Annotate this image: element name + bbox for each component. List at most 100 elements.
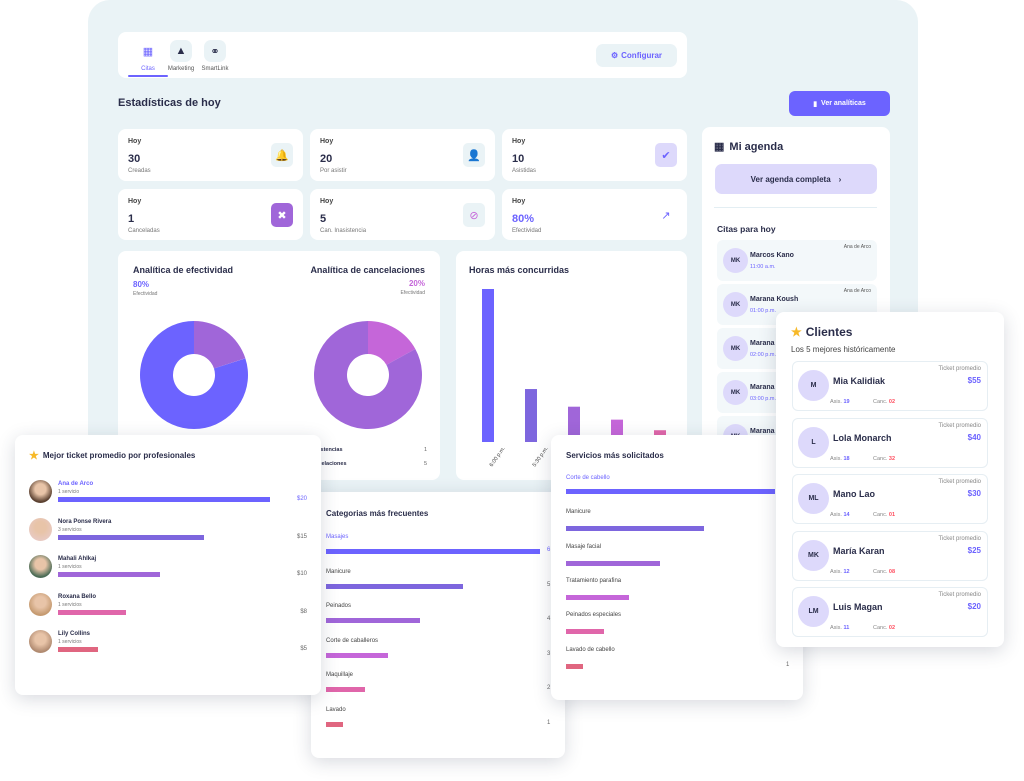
appointment-time: 11:00 a.m. [750, 264, 776, 270]
hour-bar [482, 289, 494, 442]
category-name: Peinados [326, 603, 352, 609]
legend-value: 5 [424, 461, 428, 467]
client-name: Mano Lao [833, 489, 875, 499]
appointment-professional: Ana de Arco [843, 244, 871, 250]
appointment-professional: Ana de Arco [843, 288, 871, 294]
star-icon: ★ [791, 325, 802, 339]
bell-icon: 🔔 [271, 143, 293, 167]
attendance-count: 18 [843, 455, 850, 462]
stat-card: Hoy 20 Por asistir 👤 [310, 129, 495, 181]
professional-services: 1 servicios [58, 564, 82, 570]
ticket-label: Ticket promedio [938, 366, 981, 372]
view-analytics-button[interactable]: ▮ Ver analíticas [789, 91, 890, 116]
stat-period: Hoy [512, 138, 526, 145]
hour-label: 5:30 p.m. [532, 446, 550, 469]
calendar-check-icon: ✔ [655, 143, 677, 167]
attendance-label: Asis. [830, 399, 842, 405]
client-card[interactable]: MK María Karan Ticket promedio $25 Asis.… [792, 530, 988, 581]
view-full-agenda-label: Ver agenda completa [750, 174, 831, 184]
client-card[interactable]: LM Luis Magan Ticket promedio $20 Asis. … [792, 587, 988, 637]
rocket-icon: ▲ [170, 40, 192, 62]
calendar-icon: ▦ [142, 45, 154, 58]
ticket-label: Ticket promedio [938, 535, 981, 542]
category-bar [326, 721, 344, 727]
professional-avatar [29, 517, 52, 541]
configure-label: Configurar [621, 51, 663, 60]
stat-card: Hoy 1 Canceladas ✖ [118, 189, 303, 240]
agenda-title: Mi agenda [729, 140, 784, 153]
cancel-count: 01 [888, 512, 896, 518]
categories-card: Categorias más frecuentes Masajes 6 Mani… [311, 492, 565, 758]
agenda-section-title: Citas para hoy [717, 224, 776, 234]
cancel-count: 02 [888, 625, 896, 631]
category-value: 3 [547, 650, 551, 657]
tab-citas[interactable]: ▦ Citas [128, 40, 168, 77]
effectiveness-value: 80% [133, 280, 150, 289]
professional-services: 1 servicio [58, 489, 80, 495]
client-ticket: $25 [967, 545, 981, 555]
donut-slice [194, 321, 246, 369]
donut-slice [314, 321, 422, 429]
services-card: Servicios más solicitados Corte de cabel… [551, 435, 803, 700]
professional-avatar [29, 592, 52, 616]
busy-hours-title: Horas más concurridas [469, 265, 570, 275]
gear-icon: ⚙ [610, 51, 619, 60]
trend-icon: ↗ [661, 209, 671, 222]
cancel-count: 02 [888, 399, 896, 405]
client-card[interactable]: L Lola Monarch Ticket promedio $40 Asis.… [792, 417, 988, 468]
configure-button[interactable]: ⚙ Configurar [596, 44, 677, 67]
top-nav: ▦ Citas ▲ Marketing ⚭ SmartLink ⚙ Configurar [118, 32, 687, 78]
ticket-bar [58, 534, 205, 540]
stat-label: Creadas [128, 168, 151, 174]
appointment-name: Marana Koush [750, 384, 799, 391]
stat-card: Hoy 30 Creadas 🔔 [118, 129, 303, 181]
ticket-label: Ticket promedio [938, 422, 981, 429]
tab-smartlink[interactable]: ⚭ SmartLink [195, 40, 235, 72]
service-value: 1 [786, 661, 790, 668]
service-name: Corte de cabello [566, 475, 610, 481]
effectiveness-label: Efectividad [133, 291, 158, 297]
client-name: María Karan [833, 545, 885, 556]
service-name: Tratamiento parafina [566, 577, 622, 584]
service-name: Masaje facial [566, 543, 602, 550]
best-ticket-card: ★ Mejor ticket promedio por profesionales… [15, 435, 321, 695]
ticket-bar [58, 497, 270, 502]
categories-title: Categorias más frecuentes [326, 509, 429, 518]
service-bar [566, 526, 704, 532]
professional-avatar [29, 555, 52, 578]
ticket-bar [58, 609, 126, 615]
donut-charts [140, 321, 422, 429]
tab-label: Citas [141, 66, 155, 72]
hour-label: 6:00 p.m. [489, 446, 507, 469]
professional-services: 1 servicios [58, 639, 82, 645]
category-value: 6 [547, 547, 551, 553]
category-value: 2 [547, 685, 551, 691]
client-name: Mia Kalidiak [833, 376, 886, 386]
appointment-time: 02:00 p.m. [750, 352, 776, 358]
divider [714, 207, 877, 208]
legend-label: Cancelaciones [308, 461, 347, 467]
category-name: Manicure [326, 568, 351, 575]
client-ticket: $30 [967, 489, 981, 498]
appointment-item[interactable]: MK Marcos Kano 11:00 a.m. Ana de Arco [717, 240, 877, 281]
ticket-label: Ticket promedio [938, 479, 981, 485]
appointment-name: Marana Koush [750, 428, 799, 435]
appointment-time: 03:00 p.m. [750, 396, 776, 402]
tab-marketing[interactable]: ▲ Marketing [161, 40, 201, 72]
view-full-agenda-button[interactable]: Ver agenda completa › [715, 164, 877, 194]
attendance-label: Asis. [830, 625, 842, 631]
client-avatar: LM [798, 596, 829, 627]
client-card[interactable]: M Mia Kalidiak Ticket promedio $55 Asis.… [792, 361, 988, 411]
client-avatar: L [798, 426, 829, 458]
stat-card: Hoy 80% Efectividad ↗ [502, 189, 687, 240]
stat-value: 1 [128, 213, 135, 225]
service-bar [566, 629, 604, 635]
active-tab-indicator [128, 75, 168, 77]
professional-avatar [29, 480, 52, 503]
cancel-label: Canc. [873, 512, 888, 518]
cancel-label: Canc. [873, 455, 888, 462]
stat-label: Can. Inasistencia [320, 228, 367, 234]
client-card[interactable]: ML Mano Lao Ticket promedio $30 Asis. 14… [792, 474, 988, 524]
client-ticket: $40 [967, 432, 981, 442]
stat-value: 30 [128, 153, 141, 165]
